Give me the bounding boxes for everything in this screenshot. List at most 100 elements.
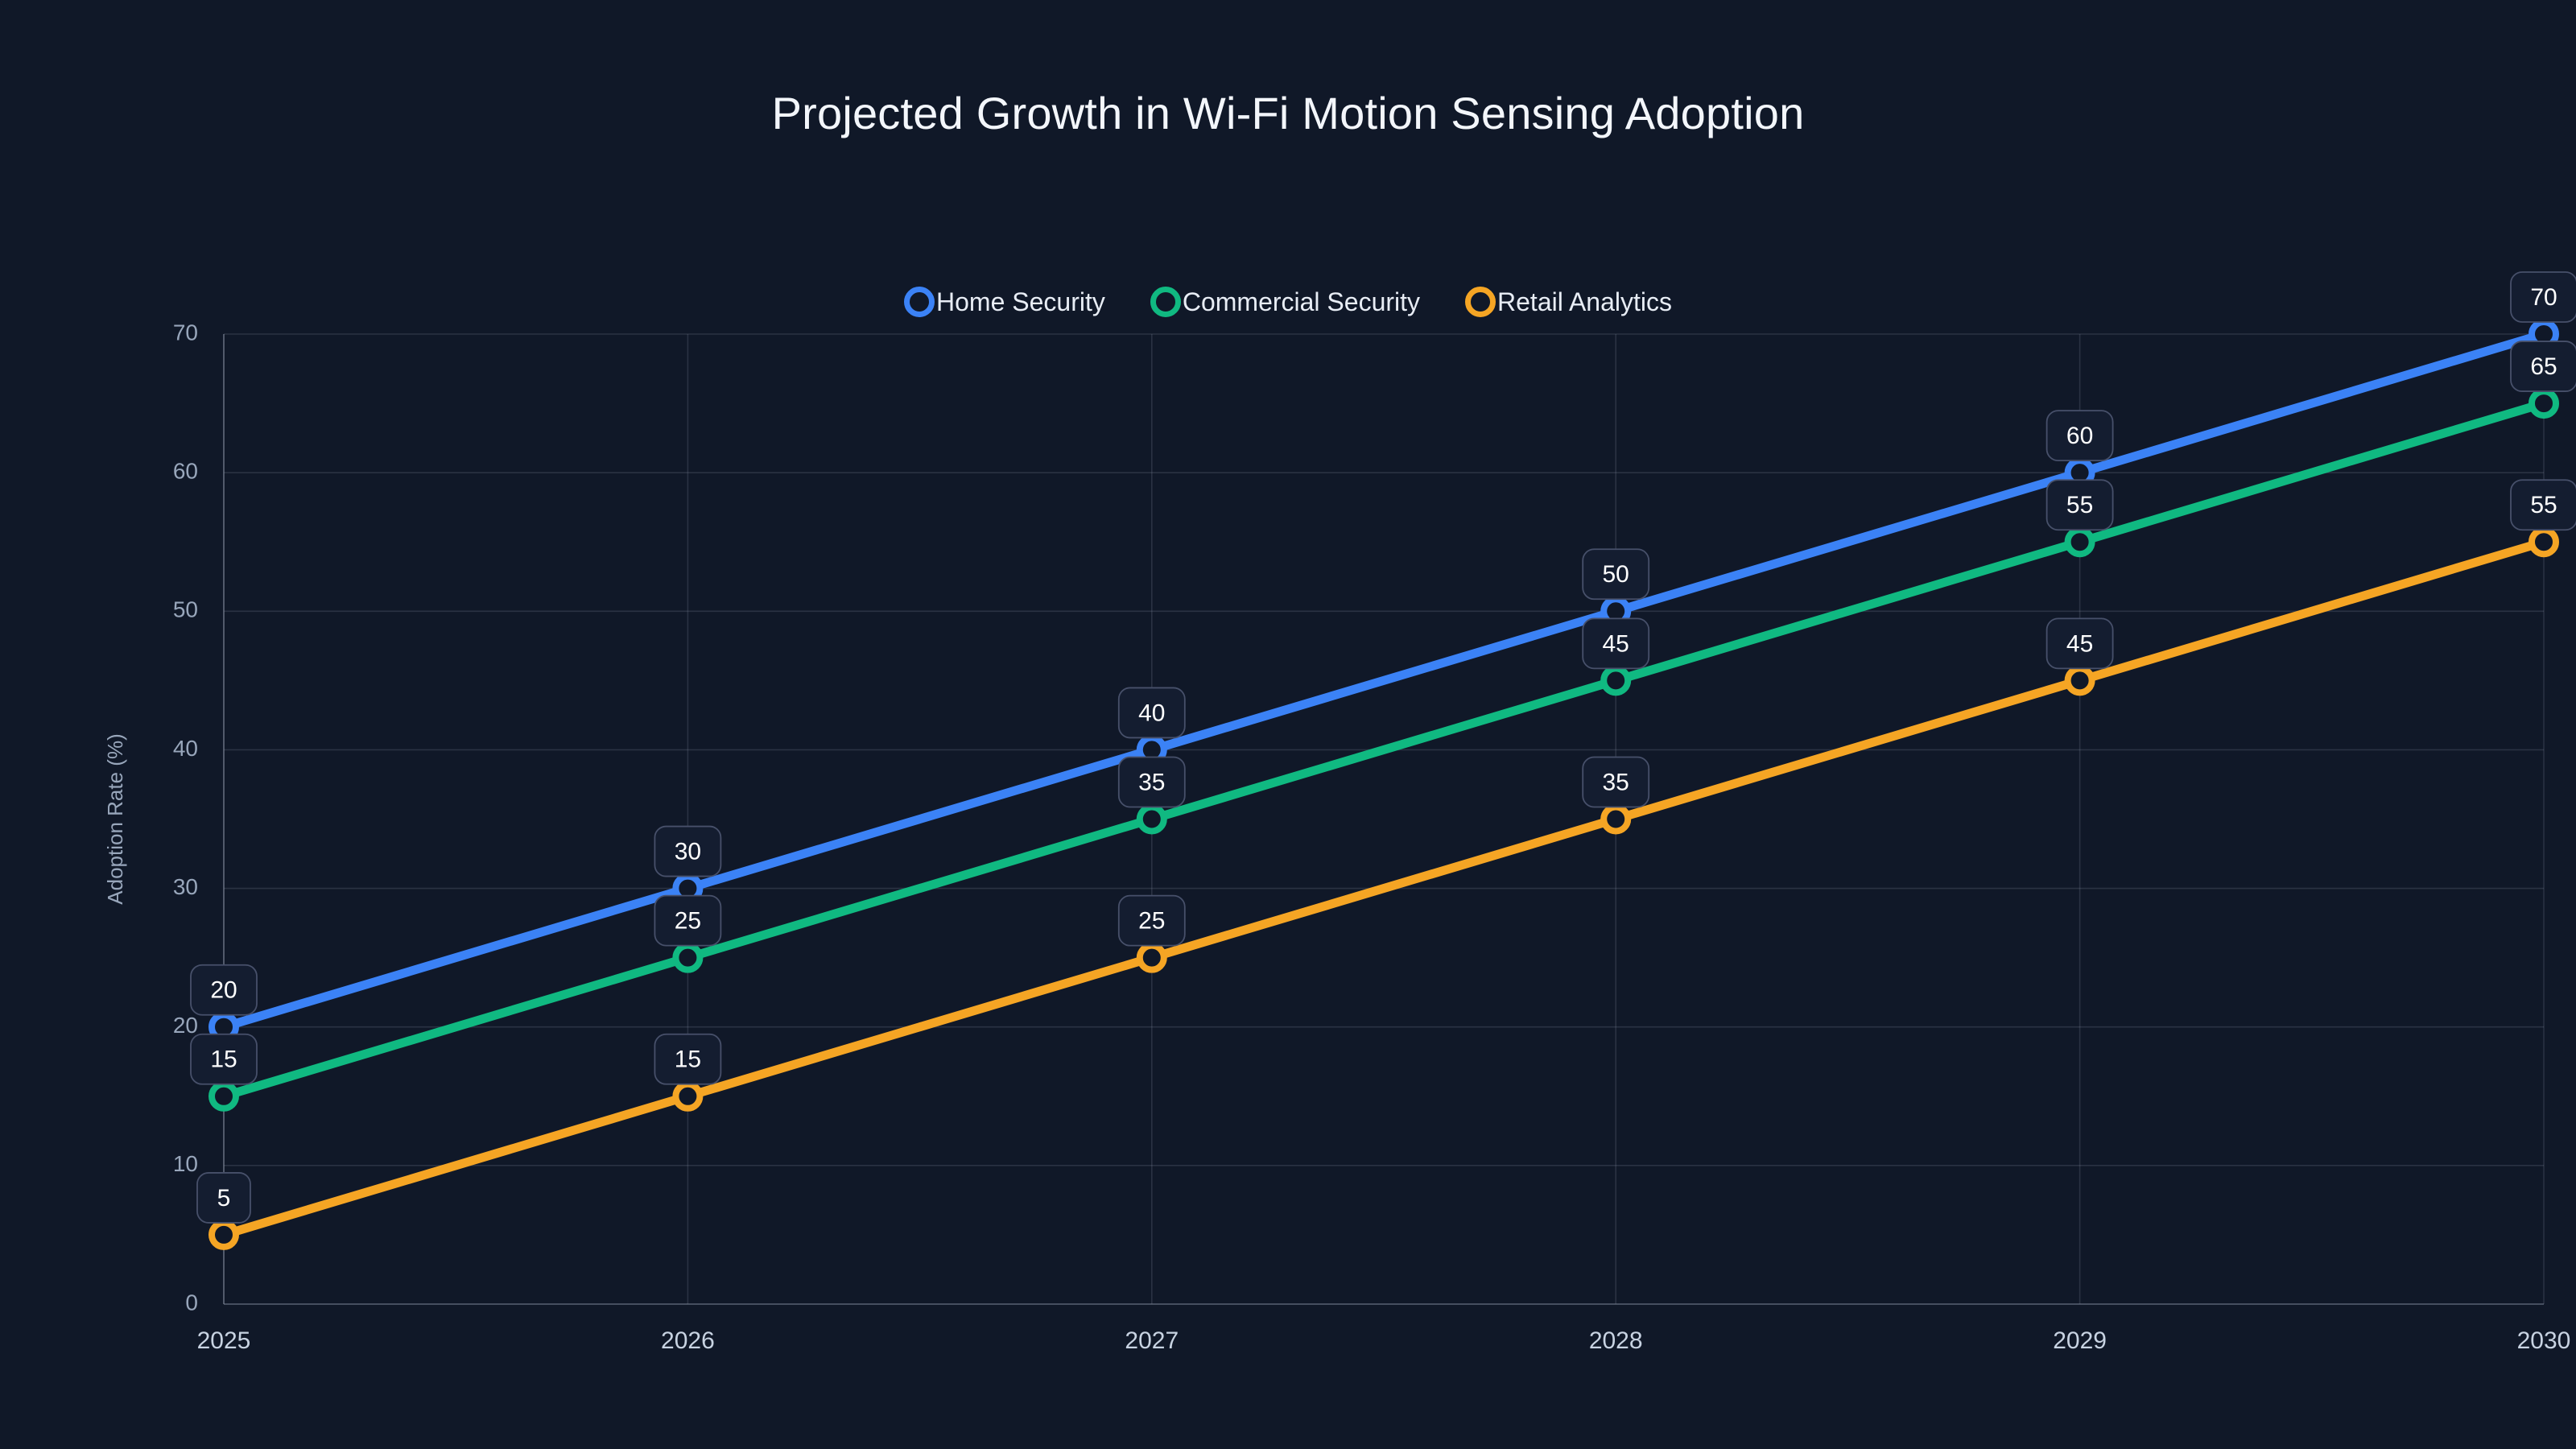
data-label: 50 [1582, 548, 1650, 601]
axes [223, 334, 2544, 1305]
data-point-marker[interactable] [2529, 526, 2559, 558]
data-label: 5 [196, 1172, 251, 1224]
data-label-value: 70 [2530, 284, 2557, 311]
series-line-retail-analytics [219, 537, 2549, 1240]
data-label-box [1117, 687, 1186, 739]
data-label-box [2510, 271, 2576, 323]
data-label-value: 15 [210, 1046, 237, 1073]
data-label-box [2046, 410, 2114, 462]
data-label-value: 5 [217, 1185, 231, 1212]
x-axis-tick-label: 2029 [2053, 1327, 2107, 1354]
data-label-value: 35 [1603, 769, 1629, 795]
data-point-marker[interactable] [1600, 803, 1632, 835]
data-label-value: 65 [2530, 353, 2557, 380]
data-point-marker[interactable] [672, 1080, 704, 1112]
data-series [208, 319, 2559, 1250]
y-axis-title-label: Adoption Rate (%) [103, 733, 127, 904]
x-axis-tick-label: 2027 [1125, 1327, 1179, 1354]
x-axis-tick-label: 2025 [197, 1327, 251, 1354]
circle-outline-icon [904, 287, 935, 317]
data-point-marker[interactable] [208, 1219, 239, 1250]
data-label-value: 35 [1138, 769, 1165, 795]
y-axis-ticks: 0 10 20 30 40 50 60 70 [173, 320, 198, 1315]
data-label-value: 15 [675, 1046, 701, 1073]
data-label-box [654, 1033, 722, 1085]
x-axis-ticks: 2025 2026 2027 2028 2029 2030 [197, 1327, 2571, 1354]
legend-item-retail-analytics[interactable]: Retail Analytics [1465, 287, 1672, 317]
legend-item-commercial-security[interactable]: Commercial Security [1150, 287, 1420, 317]
data-point-marker[interactable] [1136, 803, 1167, 835]
y-axis-tick-label: 70 [173, 320, 198, 345]
y-axis-tick-label: 0 [185, 1290, 198, 1315]
data-label-value: 30 [675, 838, 701, 865]
data-label-box [1582, 756, 1650, 808]
x-axis-tick-label: 2030 [2517, 1327, 2571, 1354]
data-point-marker[interactable] [2064, 526, 2095, 558]
data-label-box [2046, 479, 2114, 531]
data-point-marker[interactable] [1136, 942, 1167, 973]
data-point-marker[interactable] [2529, 388, 2559, 419]
x-axis-tick-label: 2026 [661, 1327, 715, 1354]
data-point-marker[interactable] [672, 942, 704, 973]
data-label-value: 45 [2066, 630, 2093, 657]
legend-item-label: Commercial Security [1182, 287, 1421, 316]
data-label-value: 20 [210, 977, 237, 1004]
data-label-box [190, 1033, 258, 1085]
data-label: 70 [2510, 271, 2576, 323]
gridlines [223, 333, 2545, 1304]
y-axis-tick-label: 60 [173, 459, 198, 484]
data-label-box [1117, 894, 1186, 947]
y-axis-tick-label: 20 [173, 1013, 198, 1038]
data-label: 60 [2046, 410, 2114, 462]
data-label: 25 [1117, 894, 1186, 947]
data-label: 30 [654, 825, 722, 877]
legend-item-label: Home Security [936, 287, 1105, 316]
data-label-value: 50 [1603, 561, 1629, 588]
x-axis-tick-label: 2028 [1589, 1327, 1643, 1354]
data-label-value: 25 [675, 908, 701, 935]
data-label: 40 [1117, 687, 1186, 739]
data-label: 65 [2510, 341, 2576, 392]
series-line-commercial-security [219, 398, 2549, 1101]
data-label: 25 [654, 894, 722, 947]
data-label-value: 25 [1138, 908, 1165, 935]
data-label: 55 [2046, 479, 2114, 531]
data-label: 15 [190, 1033, 258, 1085]
data-label-box [1582, 548, 1650, 601]
data-label-box [1117, 756, 1186, 808]
circle-outline-icon [1150, 287, 1181, 317]
data-label: 15 [654, 1033, 722, 1085]
data-point-marker[interactable] [208, 1080, 239, 1112]
data-labels: 20 30 40 50 60 70 15 25 35 45 55 65 5 15 25 35 45 55 [190, 271, 2576, 1224]
circle-outline-icon [1465, 287, 1496, 317]
data-label-value: 40 [1138, 700, 1165, 726]
chart-legend: Home Security Commercial Security Retail… [0, 287, 2576, 317]
data-label: 35 [1117, 756, 1186, 808]
data-label-box [654, 894, 722, 947]
legend-item-home-security[interactable]: Home Security [904, 287, 1105, 317]
data-label: 55 [2510, 479, 2576, 531]
page-title: Projected Growth in Wi-Fi Motion Sensing… [771, 88, 1805, 138]
data-label-box [190, 964, 258, 1016]
data-label-box [196, 1172, 251, 1224]
data-label-value: 55 [2530, 492, 2557, 518]
y-axis-title: Adoption Rate (%) [103, 733, 127, 904]
data-label-box [1582, 617, 1650, 670]
y-axis-tick-label: 30 [173, 874, 198, 899]
data-label-value: 55 [2066, 492, 2093, 518]
y-axis-tick-label: 50 [173, 597, 198, 622]
data-point-marker[interactable] [1600, 665, 1632, 696]
legend-item-label: Retail Analytics [1497, 287, 1672, 316]
series-line-home-security [219, 329, 2549, 1032]
data-point-marker[interactable] [2064, 665, 2095, 696]
data-label: 45 [1582, 617, 1650, 670]
data-label: 45 [2046, 617, 2114, 670]
data-label-box [654, 825, 722, 877]
data-label-box [2510, 479, 2576, 531]
data-label: 20 [190, 964, 258, 1016]
data-label-box [2046, 617, 2114, 670]
y-axis-tick-label: 10 [173, 1151, 198, 1176]
y-axis-tick-label: 40 [173, 736, 198, 761]
